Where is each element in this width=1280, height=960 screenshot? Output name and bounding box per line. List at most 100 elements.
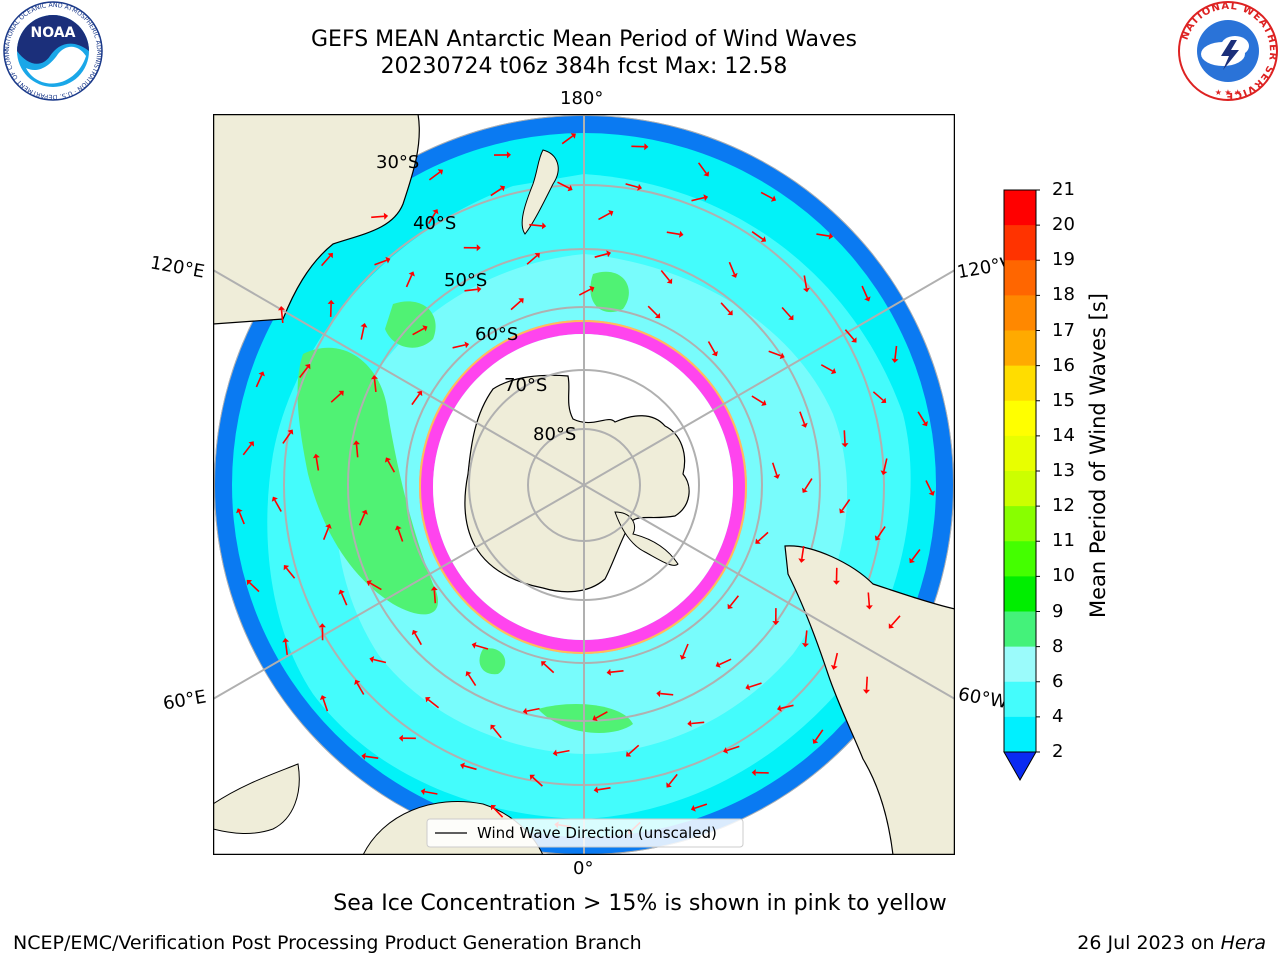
chart-subtitle: 20230724 t06z 384h fcst Max: 12.58 <box>380 54 788 79</box>
wave-arrow-head <box>490 724 496 730</box>
wave-arrow-shaft <box>861 285 869 299</box>
wave-arrow-head <box>606 250 611 258</box>
wave-arrow-shaft <box>865 676 868 690</box>
wave-arrow-shaft <box>799 411 806 425</box>
wave-arrow-shaft <box>467 674 477 687</box>
wave-arrow-head <box>385 256 391 264</box>
wave-arrow-head <box>801 422 808 428</box>
colorbar-tick-label: 6 <box>1052 670 1064 692</box>
nws-logo-icon: NATIONAL WEATHER SERVICE ★ ★ ★ <box>1178 1 1278 101</box>
wave-arrow-head <box>851 337 857 343</box>
wave-arrow-shaft <box>373 378 377 392</box>
wave-arrow-head <box>338 589 345 595</box>
wave-arrow-shaft <box>594 253 608 258</box>
wave-arrow-shaft <box>668 773 678 786</box>
wave-arrow-head <box>865 605 873 610</box>
wave-arrow-head <box>541 222 547 230</box>
colorbar-cell <box>1004 541 1036 577</box>
wave-arrow-shaft <box>387 460 396 473</box>
wave-arrow-shaft <box>890 615 901 627</box>
wave-arrow-shaft <box>598 212 611 221</box>
wave-arrow-shaft <box>917 411 926 424</box>
wave-arrow-head <box>711 351 718 357</box>
wave-arrow-head <box>258 371 265 377</box>
wave-arrow-shaft <box>894 345 898 360</box>
wave-arrow-head <box>731 272 738 278</box>
wave-arrow-shaft <box>751 231 764 240</box>
wave-arrow-shaft <box>356 682 365 695</box>
wave-arrow-head <box>828 232 834 240</box>
wave-arrow-shaft <box>843 430 846 444</box>
wave-arrow-head <box>398 734 403 742</box>
wave-arrow-head <box>654 313 661 319</box>
wave-arrow-head <box>499 185 505 192</box>
wave-arrow-head <box>593 786 599 794</box>
wave-arrow-head <box>476 244 481 252</box>
colorbar-cell <box>1004 471 1036 507</box>
wave-arrow-shaft <box>321 255 331 267</box>
wave-arrow-head <box>773 474 781 479</box>
colorbar <box>1003 189 1040 782</box>
wave-arrow-shaft <box>578 288 592 296</box>
wave-arrow-shaft <box>925 480 933 493</box>
wave-arrow-shaft <box>490 187 503 197</box>
colorbar-tick-label: 4 <box>1052 705 1064 727</box>
legend: Wind Wave Direction (unscaled) <box>426 818 744 848</box>
colorbar-tick-label: 9 <box>1052 600 1064 622</box>
wave-arrow-head <box>518 298 524 304</box>
wave-arrow-shaft <box>883 458 888 472</box>
wave-arrow-head <box>798 558 806 563</box>
wave-arrow-head <box>471 642 477 649</box>
wave-arrow-head <box>687 720 692 727</box>
colorbar-tick-label: 19 <box>1052 249 1075 271</box>
wave-arrow-head <box>278 306 285 311</box>
colorbar-tick-label: 10 <box>1052 565 1075 587</box>
wave-arrow-shaft <box>322 698 329 712</box>
wave-arrow-head <box>592 715 598 722</box>
lat-label-70s: 70°S <box>504 375 548 396</box>
wave-arrow-shaft <box>556 749 570 754</box>
polar-map: Wind Wave Direction (unscaled) <box>213 114 955 855</box>
lat-label-60s: 60°S <box>475 324 519 345</box>
wave-arrow-shaft <box>411 393 421 406</box>
wave-arrow-shaft <box>801 545 805 560</box>
wave-arrow-shaft <box>804 478 813 491</box>
wave-arrow-head <box>772 621 780 626</box>
wave-arrow-head <box>679 230 684 238</box>
colorbar-cell <box>1004 646 1036 683</box>
wave-arrow-shaft <box>526 707 540 712</box>
wave-arrow-shaft <box>492 727 502 739</box>
wave-arrow-shaft <box>428 212 437 225</box>
wave-arrow-head <box>570 133 576 139</box>
colorbar-tick-label: 8 <box>1052 635 1064 657</box>
wave-arrow-shaft <box>373 658 387 664</box>
wave-arrow-shaft <box>694 803 708 810</box>
wave-arrow-head <box>921 421 928 427</box>
colorbar-cell <box>1004 225 1036 261</box>
wave-arrow-head <box>271 496 278 502</box>
wave-arrow-head <box>626 751 632 757</box>
colorbar-tick-label: 11 <box>1052 530 1075 552</box>
wave-arrow-shaft <box>299 366 309 378</box>
wave-arrow-head <box>888 623 894 629</box>
wave-arrow-shaft <box>748 682 762 688</box>
colorbar-cell <box>1004 611 1036 648</box>
wave-arrow-shaft <box>768 350 782 357</box>
lat-label-80s: 80°S <box>533 424 577 445</box>
wave-arrow-head <box>760 236 767 242</box>
wave-arrow-shaft <box>760 191 773 200</box>
colorbar-cell <box>1004 365 1036 402</box>
wave-arrow-head <box>287 429 294 435</box>
colorbar-tick-label: 12 <box>1052 495 1075 517</box>
footer-date: 26 Jul 2023 on Hera <box>1077 932 1266 954</box>
wave-arrow-head <box>830 665 838 670</box>
wave-arrow-head <box>644 143 649 151</box>
wave-arrow-head <box>490 804 497 811</box>
wave-arrow-head <box>777 704 782 712</box>
wave-arrow-head <box>770 195 777 202</box>
wave-arrow-shaft <box>412 327 425 336</box>
wave-arrow-shaft <box>803 275 808 289</box>
wave-arrow-head <box>755 538 761 544</box>
wave-arrow-shaft <box>475 644 489 650</box>
colorbar-cell <box>1004 716 1036 753</box>
